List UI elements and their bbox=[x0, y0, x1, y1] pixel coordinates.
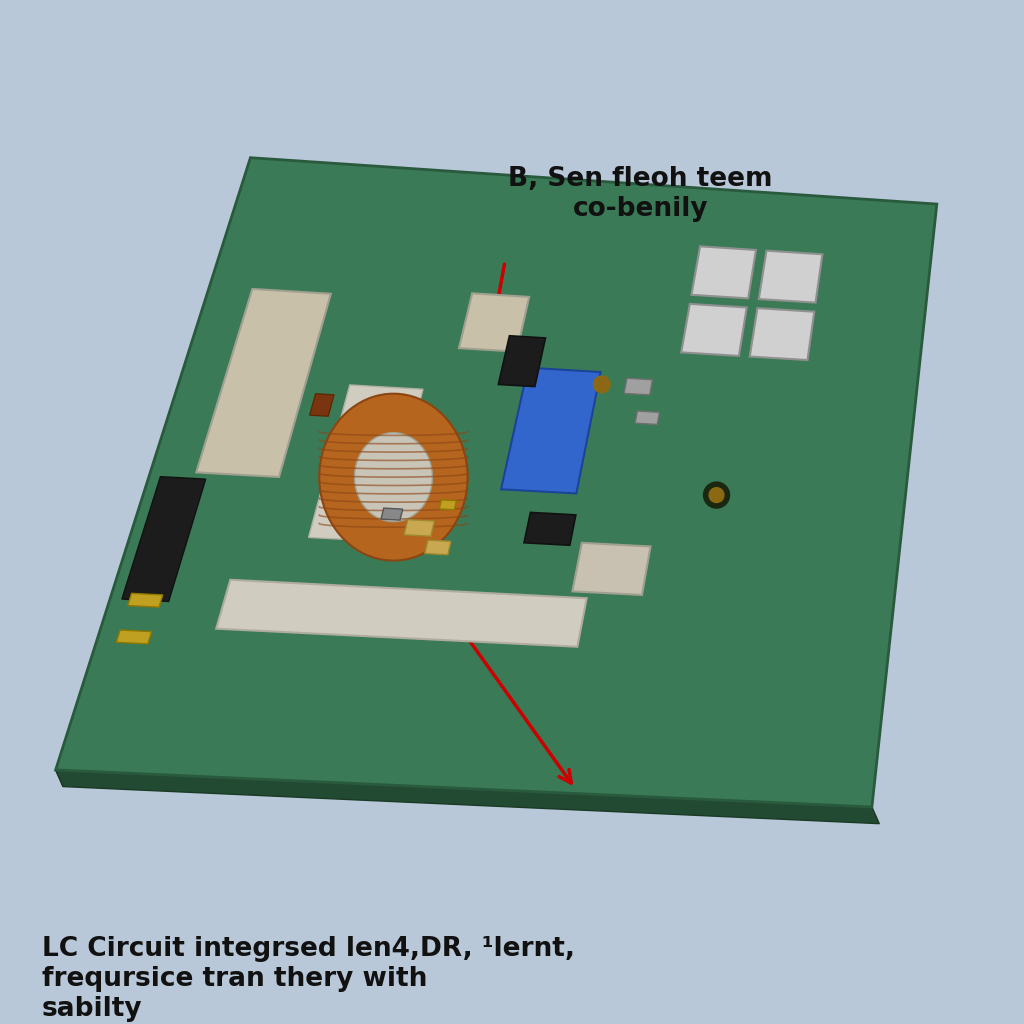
Polygon shape bbox=[117, 630, 152, 644]
Polygon shape bbox=[55, 158, 258, 786]
Polygon shape bbox=[501, 368, 601, 494]
Polygon shape bbox=[122, 476, 206, 601]
Polygon shape bbox=[128, 593, 163, 607]
Text: LC Circuit integrsed len4,DR, ¹lernt,
freqursice tran thery with
sabilty: LC Circuit integrsed len4,DR, ¹lernt, fr… bbox=[42, 936, 574, 1022]
Text: B, Sen fleoh teem
co-benily: B, Sen fleoh teem co-benily bbox=[508, 166, 772, 222]
Polygon shape bbox=[381, 508, 402, 520]
Polygon shape bbox=[572, 543, 650, 595]
Circle shape bbox=[703, 482, 729, 508]
Circle shape bbox=[709, 487, 724, 503]
Circle shape bbox=[594, 376, 610, 393]
Polygon shape bbox=[439, 500, 457, 510]
Polygon shape bbox=[681, 304, 746, 356]
Polygon shape bbox=[55, 158, 937, 807]
Polygon shape bbox=[759, 251, 822, 303]
Polygon shape bbox=[635, 411, 659, 425]
Polygon shape bbox=[425, 540, 451, 555]
Polygon shape bbox=[354, 432, 432, 521]
Polygon shape bbox=[691, 247, 756, 298]
Polygon shape bbox=[197, 289, 331, 477]
Polygon shape bbox=[499, 336, 546, 387]
Polygon shape bbox=[308, 385, 423, 542]
Polygon shape bbox=[750, 308, 814, 360]
Polygon shape bbox=[404, 519, 434, 537]
Polygon shape bbox=[319, 393, 468, 560]
Polygon shape bbox=[624, 378, 652, 395]
Polygon shape bbox=[55, 770, 880, 823]
Polygon shape bbox=[216, 580, 587, 647]
Polygon shape bbox=[524, 512, 575, 545]
Polygon shape bbox=[459, 293, 529, 351]
Polygon shape bbox=[309, 394, 334, 416]
